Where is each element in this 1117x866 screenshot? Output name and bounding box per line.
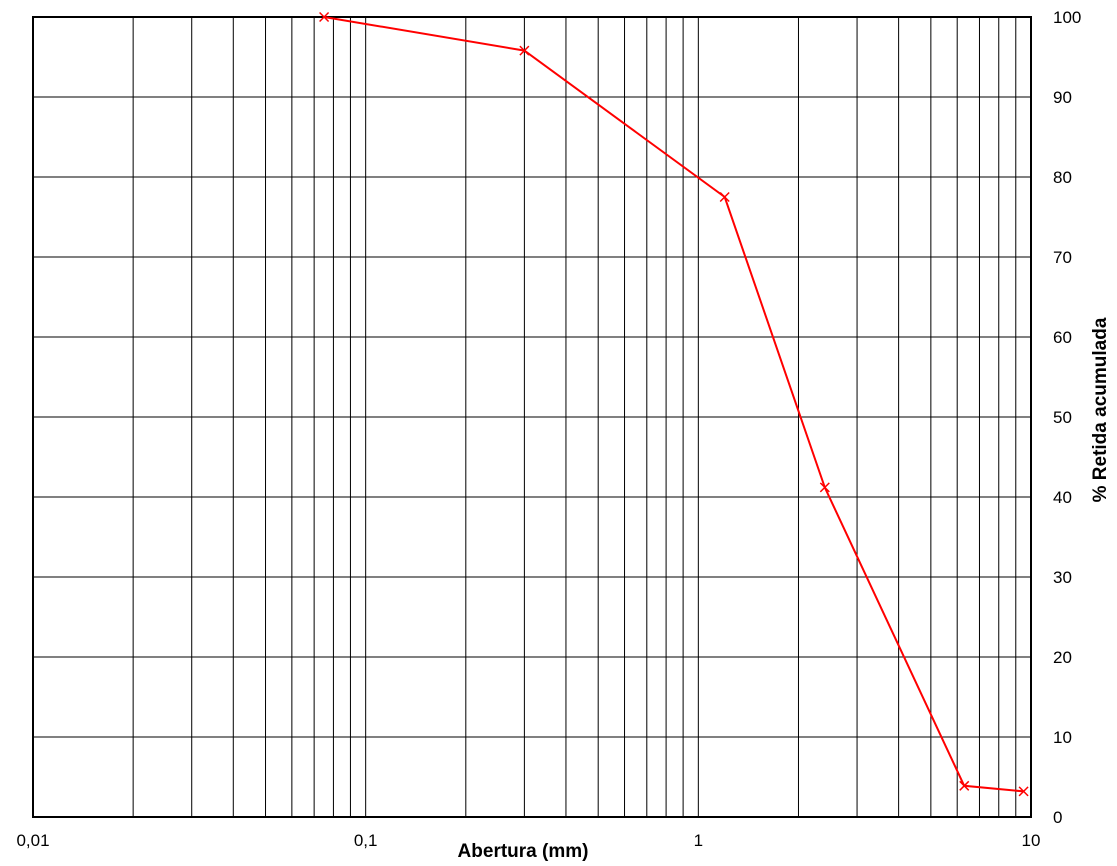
major-gridlines bbox=[33, 96, 1031, 738]
y-tick-label: 30 bbox=[1053, 568, 1072, 587]
y-tick-label: 10 bbox=[1053, 728, 1072, 747]
x-tick-labels: 0,01 0,1 1 10 bbox=[16, 831, 1040, 850]
y-tick-label: 90 bbox=[1053, 88, 1072, 107]
plot-frame bbox=[32, 16, 1032, 818]
y-tick-label: 100 bbox=[1053, 8, 1081, 27]
y-tick-label: 70 bbox=[1053, 248, 1072, 267]
x-tick-label: 0,01 bbox=[16, 831, 49, 850]
data-point bbox=[719, 191, 730, 203]
y-axis-title: % Retida acumulada bbox=[1090, 317, 1111, 502]
x-tick-label: 1 bbox=[694, 831, 703, 850]
marker-stroke bbox=[319, 11, 330, 23]
y-tick-label: 50 bbox=[1053, 408, 1072, 427]
y-tick-label: 0 bbox=[1053, 808, 1062, 827]
x-tick-label: 0,1 bbox=[354, 831, 378, 850]
y-tick-labels: 0 10 20 30 40 50 60 70 80 90 100 bbox=[1053, 8, 1081, 827]
series-line bbox=[323, 16, 1024, 793]
series-markers bbox=[319, 11, 1029, 797]
y-tick-label: 40 bbox=[1053, 488, 1072, 507]
marker-stroke bbox=[719, 191, 730, 203]
x-tick-label: 10 bbox=[1022, 831, 1041, 850]
marker-stroke bbox=[519, 45, 530, 56]
y-tick-label: 20 bbox=[1053, 648, 1072, 667]
data-point bbox=[1018, 786, 1029, 797]
x-axis-title: Abertura (mm) bbox=[458, 841, 589, 862]
data-point bbox=[959, 780, 970, 791]
data-point bbox=[319, 11, 330, 23]
marker-stroke bbox=[959, 780, 970, 791]
y-tick-label: 80 bbox=[1053, 168, 1072, 187]
y-tick-label: 60 bbox=[1053, 328, 1072, 347]
data-point bbox=[819, 482, 830, 493]
marker-stroke bbox=[819, 482, 830, 493]
data-point bbox=[519, 45, 530, 56]
marker-stroke bbox=[1018, 786, 1029, 797]
